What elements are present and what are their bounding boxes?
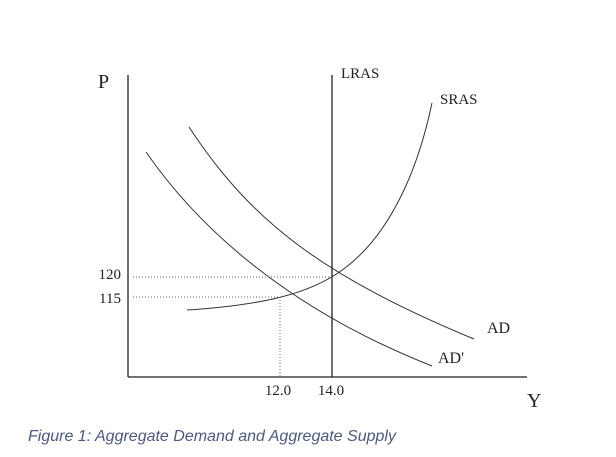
curve-label: LRAS: [341, 66, 379, 82]
x-axis-label: Y: [527, 390, 541, 412]
curve-label: AD: [487, 320, 510, 337]
caption: Figure 1: Aggregate Demand and Aggregate…: [28, 428, 397, 445]
curve-label: AD': [438, 350, 464, 367]
curve-label: SRAS: [440, 92, 478, 108]
y-tick-label: 120: [99, 267, 122, 283]
ad-prime-curve: [145, 151, 433, 367]
ad-curve: [188, 126, 475, 340]
y-axis-label: P: [98, 71, 109, 93]
sras-curve: [186, 102, 433, 311]
x-tick-label: 14.0: [318, 383, 344, 399]
y-tick-label: 115: [99, 291, 121, 307]
x-tick-label: 12.0: [265, 383, 291, 399]
